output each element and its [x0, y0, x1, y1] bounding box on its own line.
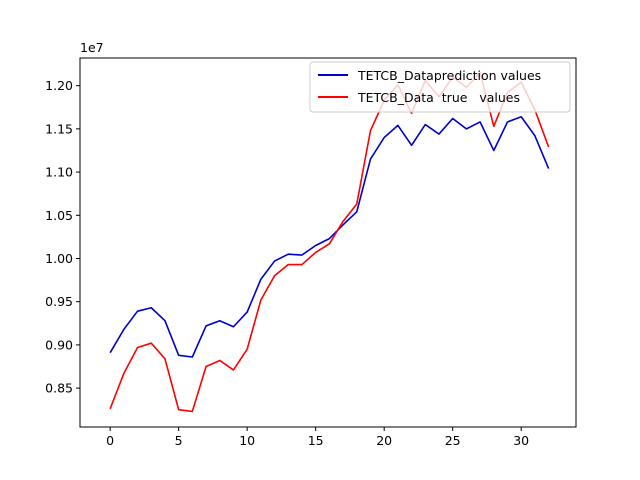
x-tick-label: 10: [239, 433, 255, 448]
x-tick-label: 15: [308, 433, 324, 448]
x-tick-label: 30: [513, 433, 529, 448]
y-tick-label: 1.20: [45, 78, 73, 93]
legend-box: [309, 61, 571, 113]
legend: TETCB_Dataprediction values TETCB_Data t…: [309, 61, 571, 113]
y-offset-label: 1e7: [80, 40, 104, 55]
y-tick-label: 1.10: [45, 165, 73, 180]
x-tick-label: 25: [445, 433, 461, 448]
legend-label-prediction: TETCB_Dataprediction values: [357, 68, 541, 83]
y-tick-label: 0.95: [45, 294, 73, 309]
series-line-1: [109, 71, 550, 413]
x-tick-label: 20: [376, 433, 392, 448]
x-axis: 0 5 10 15 20 25 30: [106, 427, 529, 448]
y-tick-label: 0.85: [45, 381, 73, 396]
y-tick-label: 1.15: [45, 121, 73, 136]
plot-frame: [79, 57, 577, 428]
x-tick-label: 0: [106, 433, 114, 448]
y-axis: 0.85 0.90 0.95 1.00 1.05 1.10 1.15 1.20: [45, 78, 80, 396]
y-tick-label: 0.90: [45, 337, 73, 352]
series-line-0: [109, 115, 550, 358]
series-layer: [109, 71, 550, 413]
legend-label-true: TETCB_Data true values: [357, 90, 520, 105]
x-tick-label: 5: [175, 433, 183, 448]
y-tick-label: 1.05: [45, 208, 73, 223]
y-tick-label: 1.00: [45, 251, 73, 266]
